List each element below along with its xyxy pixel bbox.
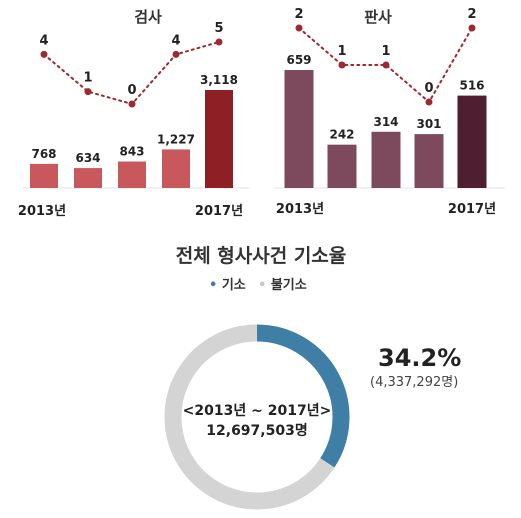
- highlight-percent: 34.2%: [378, 344, 461, 372]
- bar-value-label: 1,227: [157, 132, 195, 146]
- bar-2017: [457, 95, 487, 188]
- prosecutor-chart: 검사 768 634 843 1,227 3,118 4 1 0 4 5 2013년 2017년: [18, 8, 250, 219]
- judge-trend-line: [298, 27, 473, 104]
- trend-value-label: 0: [127, 83, 136, 98]
- trend-point: [172, 50, 180, 58]
- legend-not-indicted-label: • 불기소: [258, 278, 307, 293]
- bar-2014: [327, 144, 357, 188]
- bar-value-label: 314: [373, 115, 398, 129]
- bar-2013: [284, 70, 314, 188]
- judge-chart: 판사 659 242 314 301 516 2 1 1 0 2 2013년 2017년: [274, 7, 505, 217]
- start-year-label: 2013년: [276, 202, 324, 217]
- trend-value-label: 2: [294, 7, 303, 22]
- legend-indicted-label: • 기소: [209, 278, 246, 293]
- trend-point: [215, 38, 223, 46]
- bar-value-label: 634: [75, 151, 100, 165]
- trend-value-label: 5: [214, 21, 223, 36]
- bar-value-label: 301: [416, 117, 441, 131]
- bar-value-label: 3,118: [200, 73, 238, 87]
- indictment-rate-chart: 전체 형사사건 기소율 • 기소 • 불기소 34.2% (4,337,292명…: [164, 245, 461, 510]
- legend-indicted-dot: •: [209, 278, 217, 293]
- judge-chart-title: 판사: [364, 8, 392, 26]
- bar-value-label: 843: [119, 145, 144, 159]
- donut-chart-title: 전체 형사사건 기소율: [176, 245, 347, 267]
- center-total: 12,697,503명: [206, 422, 307, 439]
- trend-point: [338, 61, 346, 69]
- end-year-label: 2017년: [195, 204, 243, 219]
- trend-point: [84, 88, 92, 96]
- prosecutor-chart-title: 검사: [134, 8, 162, 26]
- trend-point: [40, 50, 48, 58]
- donut-slice-not-indicted: [164, 324, 335, 510]
- end-year-label: 2017년: [448, 202, 496, 217]
- start-year-label: 2013년: [18, 204, 66, 219]
- legend: • 기소 • 불기소: [209, 278, 307, 293]
- bar-2016: [414, 134, 444, 188]
- trend-value-label: 1: [381, 44, 390, 59]
- trend-point: [425, 98, 433, 106]
- center-period: <2013년 ~ 2017년>: [183, 403, 332, 419]
- legend-not-indicted-text: 불기소: [271, 278, 307, 293]
- bar-value-label: 242: [329, 128, 354, 142]
- trend-point: [468, 24, 476, 32]
- bar-2015: [118, 161, 146, 188]
- legend-indicted-text: 기소: [222, 278, 246, 293]
- trend-value-label: 0: [424, 81, 433, 96]
- bar-2017: [205, 90, 233, 188]
- trend-value-label: 1: [83, 71, 92, 86]
- trend-value-label: 4: [171, 33, 180, 48]
- trend-point: [128, 100, 136, 108]
- bar-2016: [162, 149, 190, 188]
- bar-2013: [30, 163, 58, 188]
- highlight-count: (4,337,292명): [370, 375, 458, 390]
- bar-value-label: 768: [31, 147, 56, 161]
- trend-value-label: 1: [337, 44, 346, 59]
- trend-point: [295, 24, 303, 32]
- trend-point: [382, 61, 390, 69]
- bar-2014: [74, 168, 102, 188]
- trend-value-label: 4: [39, 33, 48, 48]
- legend-not-indicted-dot: •: [258, 278, 266, 293]
- bar-value-label: 659: [286, 53, 311, 67]
- trend-value-label: 2: [467, 7, 476, 22]
- bar-2015: [371, 131, 401, 188]
- bar-value-label: 516: [459, 79, 484, 93]
- donut-slice-indicted: [256, 324, 350, 468]
